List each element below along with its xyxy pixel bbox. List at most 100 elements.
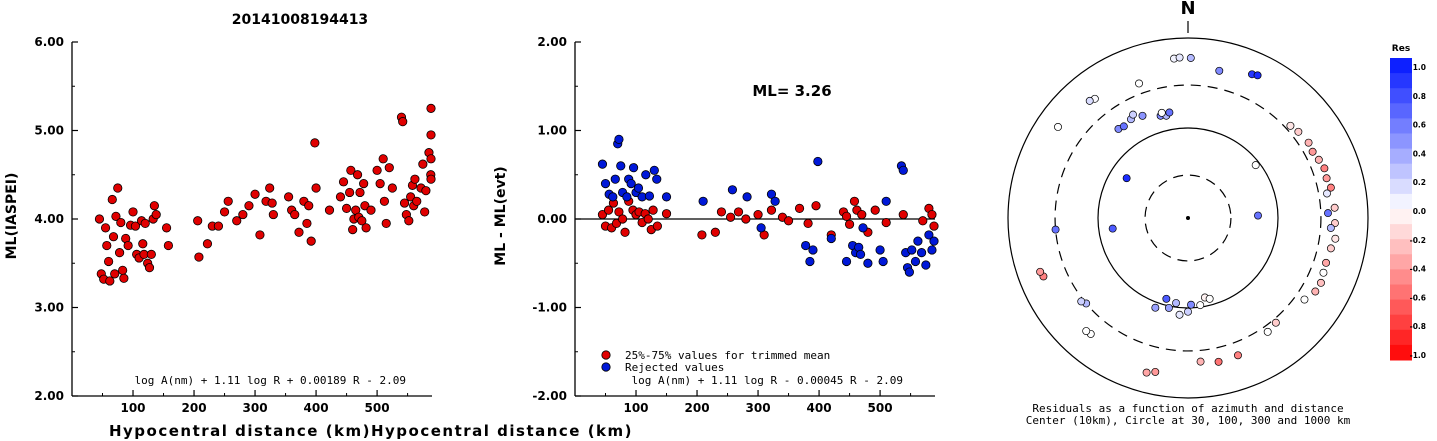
polar-point <box>1186 54 1195 62</box>
panel2-point <box>841 256 852 267</box>
polar-point <box>1175 53 1184 62</box>
ring-1000km <box>1007 37 1369 399</box>
panel1-point <box>140 218 150 229</box>
panel2-point <box>918 216 928 226</box>
polar-point <box>1316 278 1325 287</box>
colorbar-segment <box>1390 118 1412 134</box>
panel1-point <box>144 263 155 273</box>
colorbar-tick-label: -1.0 <box>1410 351 1426 360</box>
polar-point <box>1253 71 1262 80</box>
panel1-point <box>244 201 254 211</box>
polar-point <box>1196 301 1205 310</box>
panel1-point <box>426 154 436 164</box>
panel2-point <box>844 219 855 229</box>
panel2-point <box>881 196 891 206</box>
panel2-ylabel: ML - ML(evt) <box>493 166 509 265</box>
panel2-x-tick-label: 500 <box>868 401 893 415</box>
polar-point <box>1304 138 1313 147</box>
polar-point <box>1214 357 1223 366</box>
colorbar-segment <box>1390 193 1412 210</box>
ring-30km <box>1144 174 1232 262</box>
polar-point <box>1311 287 1320 296</box>
panel1-y-tick-label: 2.00 <box>34 389 64 403</box>
panel2-ml-annotation: ML= 3.26 <box>752 82 831 100</box>
colorbar-tick-label: 0.6 <box>1413 121 1426 130</box>
panel1-point <box>379 196 390 206</box>
panel1-point <box>110 269 120 279</box>
panel-residual-vs-distance: -2.00 -1.00 0.00 1.00 2.00 100 200 300 400 500 ML… <box>371 35 939 440</box>
polar-point <box>1323 189 1331 198</box>
panel1-point <box>268 209 278 220</box>
colorbar-segment <box>1390 103 1412 119</box>
polar-point <box>1331 234 1340 243</box>
panel1-point <box>151 209 161 220</box>
panel1-point <box>410 174 420 184</box>
panel1-y-tick-label: 6.00 <box>34 35 64 49</box>
panel1-point <box>372 165 382 175</box>
panel1-point <box>420 207 430 217</box>
panel2-point <box>661 209 672 219</box>
colorbar-segment <box>1390 239 1412 255</box>
panel2-point <box>710 227 720 237</box>
panel2-point <box>898 165 908 175</box>
panel2-point <box>725 212 736 222</box>
panel1-point <box>357 216 367 226</box>
panel2-y-tick-label: -2.00 <box>532 389 567 403</box>
panel2-point <box>649 165 659 175</box>
panel2-y-tick-label: -1.00 <box>532 301 567 315</box>
colorbar-tick-label: 0.4 <box>1413 149 1426 158</box>
colorbar-tick-label: -0.6 <box>1410 293 1426 302</box>
polar-point <box>1151 367 1160 376</box>
panel2-point <box>913 236 923 246</box>
polar-point <box>1162 294 1171 303</box>
colorbar-tick-label: -0.2 <box>1410 236 1426 245</box>
colorbar-segment <box>1390 224 1412 240</box>
polar-point <box>1135 79 1143 88</box>
panel2-point <box>910 256 921 267</box>
panel2-point <box>641 170 651 180</box>
polar-point <box>1085 96 1094 105</box>
panel1-point <box>108 232 119 242</box>
panel2-point <box>697 230 707 240</box>
panel1-point <box>375 179 385 189</box>
colorbar-segment <box>1390 299 1412 316</box>
panel1-y-tick-label: 5.00 <box>34 124 64 138</box>
panel1-y-tick-label: 3.00 <box>34 301 64 315</box>
panel2-point <box>929 236 939 246</box>
colorbar-segment <box>1390 73 1412 89</box>
panel1-point <box>100 223 111 233</box>
panel2-point <box>628 163 639 173</box>
panel1-xlabel: Hypocentral distance (km) <box>109 422 371 440</box>
panel2-point <box>652 221 662 231</box>
panel1-point <box>232 216 242 226</box>
polar-point <box>1082 327 1091 335</box>
panel1-point <box>381 218 391 229</box>
panel1-x-tick-label: 500 <box>365 401 390 415</box>
panel2-point <box>794 203 805 213</box>
panel1-point <box>426 174 436 184</box>
colorbar-segment <box>1390 209 1412 225</box>
panel2-point <box>600 179 611 189</box>
panel1-point <box>366 205 376 215</box>
panel2-point <box>898 209 908 220</box>
polar-point <box>1300 295 1309 304</box>
panel1-point <box>345 187 355 198</box>
panel2-point <box>904 267 914 277</box>
panel2-point <box>927 209 937 220</box>
polar-point <box>1254 211 1262 220</box>
panel2-point <box>614 134 624 144</box>
panel1-point <box>163 240 174 251</box>
panel1-point <box>202 239 213 249</box>
panel1-point <box>238 209 248 220</box>
panel2-point <box>753 209 763 220</box>
polar-point <box>1129 110 1137 119</box>
panel1-point <box>223 196 233 206</box>
polar-point <box>1187 300 1195 309</box>
panel1-point <box>348 225 358 235</box>
legend-accepted-label: 25%-75% values for trimmed mean <box>625 349 830 362</box>
panel1-point <box>306 236 316 246</box>
panel2-point <box>733 207 744 217</box>
panel2-point <box>870 205 880 215</box>
panel1-point <box>123 240 133 251</box>
